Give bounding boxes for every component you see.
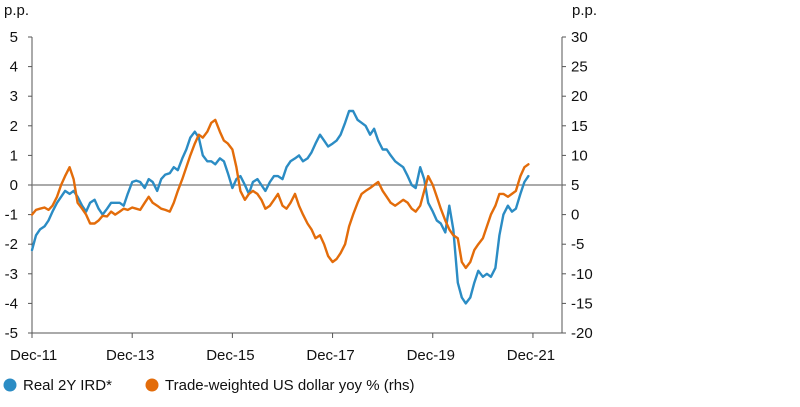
- left-tick-label: -1: [5, 207, 18, 224]
- x-tick-label: Dec-13: [106, 347, 154, 364]
- legend-marker: [145, 378, 159, 392]
- left-tick-label: -4: [5, 295, 18, 312]
- series-line-trade-weighted-usd: [30, 118, 530, 270]
- series-layer: [30, 109, 530, 305]
- right-tick-label: 30: [571, 29, 588, 46]
- legend: Real 2Y IRD* Trade-weighted US dollar yoy…: [3, 377, 415, 394]
- right-tick-label: -15: [571, 295, 593, 312]
- legend-label: Real 2Y IRD*: [23, 377, 112, 394]
- left-tick-label: 1: [10, 147, 18, 164]
- legend-marker: [3, 378, 17, 392]
- x-tick-label: Dec-19: [407, 347, 455, 364]
- x-tick-label: Dec-17: [306, 347, 354, 364]
- left-tick-label: -3: [5, 266, 18, 283]
- right-tick-label: 20: [571, 88, 588, 105]
- legend-label: Trade-weighted US dollar yoy % (rhs): [165, 377, 415, 394]
- left-tick-label: -5: [5, 325, 18, 342]
- right-tick-label: 15: [571, 118, 588, 135]
- left-axis-unit: p.p.: [4, 2, 29, 19]
- x-tick-label: Dec-21: [507, 347, 555, 364]
- right-tick-label: 0: [571, 207, 579, 224]
- left-tick-label: 2: [10, 118, 18, 135]
- left-tick-label: 4: [10, 59, 18, 76]
- right-tick-label: -10: [571, 266, 593, 283]
- left-tick-label: 3: [10, 88, 18, 105]
- series-line-real-2y-ird: [30, 109, 530, 305]
- right-tick-label: 5: [571, 177, 579, 194]
- left-tick-label: -2: [5, 236, 18, 253]
- right-tick-label: -20: [571, 325, 593, 342]
- x-tick-label: Dec-11: [10, 347, 57, 364]
- left-tick-label: 0: [10, 177, 18, 194]
- x-tick-label: Dec-15: [206, 347, 254, 364]
- right-axis-unit: p.p.: [572, 2, 597, 19]
- right-tick-label: 10: [571, 147, 588, 164]
- axes-layer: 543210-1-2-3-4-5302520151050-5-10-15-20D…: [5, 29, 593, 364]
- left-tick-label: 5: [10, 29, 18, 46]
- right-tick-label: -5: [571, 236, 584, 253]
- right-tick-label: 25: [571, 59, 588, 76]
